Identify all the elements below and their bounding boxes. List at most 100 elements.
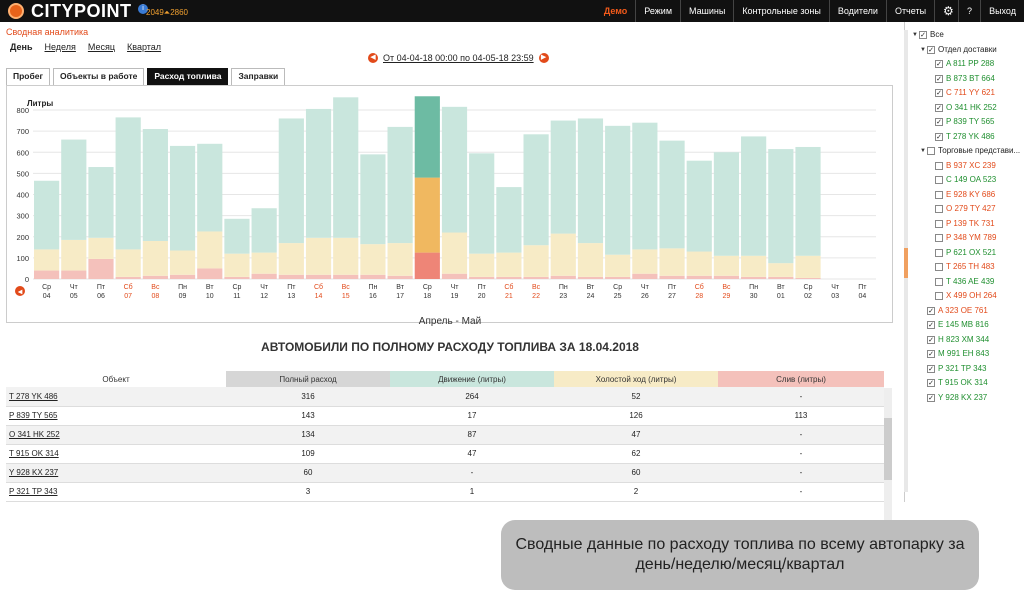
bar-movement[interactable] bbox=[496, 187, 522, 253]
bar-drain[interactable] bbox=[360, 274, 386, 279]
period-week[interactable]: Неделя bbox=[44, 42, 76, 52]
bar-movement[interactable] bbox=[550, 120, 576, 234]
sidebar-tree-item[interactable]: M 991 EH 843 bbox=[908, 347, 1024, 361]
nav-logout[interactable]: Выход bbox=[980, 0, 1024, 22]
table-cell-object[interactable]: T 915 OK 314 bbox=[6, 444, 226, 464]
table-row[interactable]: P 839 TY 565 143 17 126 113 bbox=[6, 406, 884, 426]
bar-movement[interactable] bbox=[741, 136, 767, 256]
tab-refuels[interactable]: Заправки bbox=[231, 68, 286, 85]
bar-idle[interactable] bbox=[387, 243, 413, 276]
sidebar-tree-item[interactable]: Y 928 KX 237 bbox=[908, 391, 1024, 405]
sidebar-tree-item[interactable]: O 341 HK 252 bbox=[908, 101, 1024, 115]
tree-checkbox[interactable] bbox=[927, 379, 935, 387]
bar-drain[interactable] bbox=[523, 276, 549, 279]
nav-vehicles[interactable]: Машины bbox=[680, 0, 733, 22]
sidebar-tree-item[interactable]: P 839 TY 565 bbox=[908, 115, 1024, 129]
bar-drain[interactable] bbox=[605, 276, 631, 279]
bar-idle[interactable] bbox=[414, 177, 440, 253]
column-drain[interactable]: Слив (литры) bbox=[718, 371, 884, 387]
table-row[interactable]: Y 928 KX 237 60 - 60 - bbox=[6, 463, 884, 483]
bar-movement[interactable] bbox=[441, 106, 468, 233]
bar-drain[interactable] bbox=[414, 252, 440, 279]
bar-drain[interactable] bbox=[441, 273, 468, 279]
bar-movement[interactable] bbox=[88, 167, 114, 238]
bar-idle[interactable] bbox=[441, 232, 468, 274]
bar-idle[interactable] bbox=[741, 255, 767, 277]
bar-movement[interactable] bbox=[414, 96, 440, 178]
table-row[interactable]: T 278 YK 486 316 264 52 - bbox=[6, 387, 884, 407]
table-row[interactable]: T 915 OK 314 109 47 62 - bbox=[6, 444, 884, 464]
settings-gear-icon[interactable]: ⚙ bbox=[934, 0, 958, 22]
column-idle[interactable]: Холостой ход (литры) bbox=[554, 371, 718, 387]
expand-caret-icon[interactable]: ▼ bbox=[912, 32, 918, 38]
bar-drain[interactable] bbox=[115, 276, 141, 279]
sidebar-tree-item[interactable]: B 937 XC 239 bbox=[908, 159, 1024, 173]
bar-idle[interactable] bbox=[496, 252, 522, 277]
bar-movement[interactable] bbox=[278, 118, 304, 244]
tree-checkbox[interactable] bbox=[927, 147, 935, 155]
tree-checkbox[interactable] bbox=[927, 393, 935, 402]
bar-idle[interactable] bbox=[333, 237, 359, 275]
tree-checkbox[interactable] bbox=[927, 321, 935, 329]
date-range-text[interactable]: От 04-04-18 00:00 по 04-05-18 23:59 bbox=[383, 53, 534, 63]
table-scrollbar-thumb[interactable] bbox=[884, 418, 892, 480]
bar-idle[interactable] bbox=[224, 253, 250, 277]
tree-checkbox[interactable] bbox=[935, 277, 943, 286]
table-cell-object[interactable]: P 321 TP 343 bbox=[6, 482, 226, 502]
sidebar-tree-item[interactable]: P 621 OX 521 bbox=[908, 246, 1024, 260]
expand-caret-icon[interactable]: ▼ bbox=[920, 46, 926, 53]
bar-idle[interactable] bbox=[197, 231, 223, 269]
bar-movement[interactable] bbox=[632, 122, 658, 250]
tree-checkbox[interactable] bbox=[935, 103, 943, 112]
bar-drain[interactable] bbox=[169, 274, 196, 279]
bar-movement[interactable] bbox=[469, 153, 495, 254]
bar-drain[interactable] bbox=[197, 268, 223, 279]
bar-movement[interactable] bbox=[169, 145, 196, 251]
tree-checkbox[interactable] bbox=[935, 219, 943, 228]
table-cell-object[interactable]: Y 928 KX 237 bbox=[6, 463, 226, 483]
tree-checkbox[interactable] bbox=[927, 350, 935, 358]
tree-checkbox[interactable] bbox=[935, 74, 943, 83]
sidebar-tree-item[interactable]: H 823 XM 344 bbox=[908, 333, 1024, 347]
column-object[interactable]: Объект bbox=[6, 371, 226, 387]
table-scrollbar[interactable] bbox=[884, 388, 892, 524]
chart-scroll-left-arrow-icon[interactable] bbox=[15, 286, 25, 296]
column-movement[interactable]: Движение (литры) bbox=[390, 371, 554, 387]
tree-checkbox[interactable] bbox=[935, 190, 943, 199]
bar-idle[interactable] bbox=[278, 243, 304, 275]
period-month[interactable]: Месяц bbox=[87, 42, 116, 52]
bar-idle[interactable] bbox=[61, 239, 87, 271]
tab-fuel-consumption[interactable]: Расход топлива bbox=[147, 68, 229, 85]
bar-idle[interactable] bbox=[360, 244, 386, 275]
bar-idle[interactable] bbox=[142, 240, 168, 276]
bar-idle[interactable] bbox=[768, 263, 794, 277]
bar-idle[interactable] bbox=[251, 252, 277, 274]
bar-movement[interactable] bbox=[605, 125, 631, 255]
bar-drain[interactable] bbox=[305, 274, 332, 279]
bar-idle[interactable] bbox=[659, 248, 685, 276]
sidebar-tree-item[interactable]: O 279 TY 427 bbox=[908, 202, 1024, 216]
nav-drivers[interactable]: Водители bbox=[828, 0, 886, 22]
tree-checkbox[interactable] bbox=[935, 161, 943, 170]
bar-movement[interactable] bbox=[523, 134, 549, 246]
bar-drain[interactable] bbox=[577, 276, 604, 279]
table-cell-object[interactable]: T 278 YK 486 bbox=[6, 387, 226, 407]
bar-movement[interactable] bbox=[686, 160, 712, 252]
bar-movement[interactable] bbox=[197, 143, 223, 232]
bar-movement[interactable] bbox=[577, 118, 604, 244]
info-icon[interactable]: i bbox=[138, 4, 148, 14]
bar-drain[interactable] bbox=[632, 273, 658, 279]
bar-drain[interactable] bbox=[795, 277, 821, 279]
bar-idle[interactable] bbox=[632, 249, 658, 274]
bar-drain[interactable] bbox=[469, 276, 495, 279]
bar-drain[interactable] bbox=[713, 275, 740, 279]
bar-idle[interactable] bbox=[88, 237, 114, 259]
bar-drain[interactable] bbox=[251, 273, 277, 279]
sidebar-tree-item[interactable]: ▼ Все bbox=[908, 28, 1024, 42]
bar-idle[interactable] bbox=[577, 243, 604, 277]
bar-drain[interactable] bbox=[741, 276, 767, 279]
tab-objects-in-work[interactable]: Объекты в работе bbox=[53, 68, 145, 85]
tree-checkbox[interactable] bbox=[935, 263, 943, 271]
bar-movement[interactable] bbox=[659, 140, 685, 249]
bar-idle[interactable] bbox=[795, 255, 821, 278]
